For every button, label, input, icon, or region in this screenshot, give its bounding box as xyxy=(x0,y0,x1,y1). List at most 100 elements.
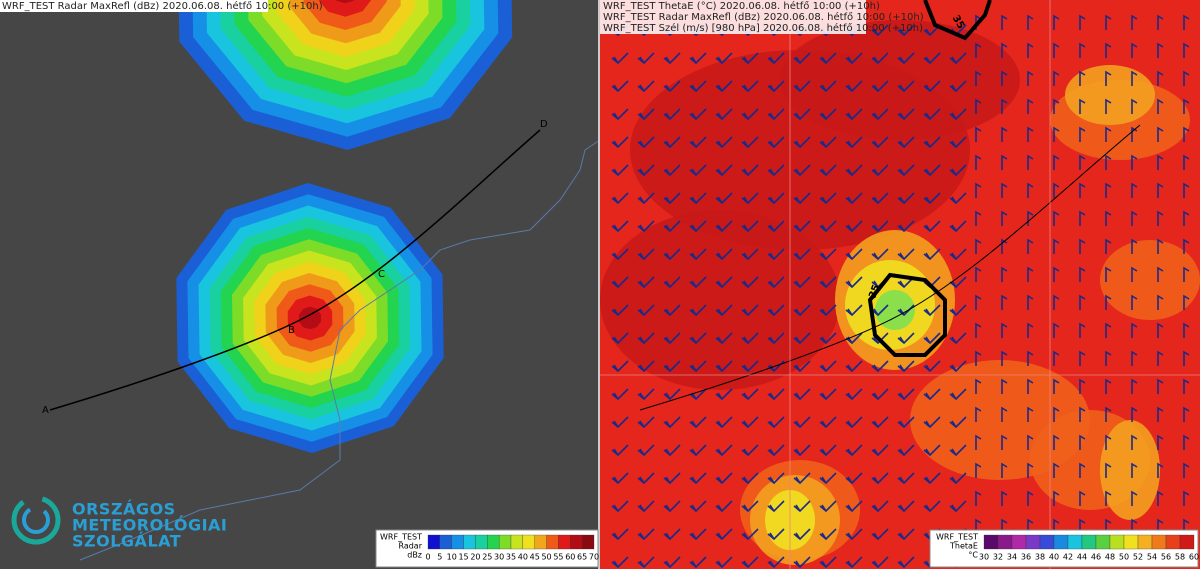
wind-barb xyxy=(715,556,733,569)
wind-barb xyxy=(975,434,982,450)
thetae-area xyxy=(600,210,840,390)
thetae-area xyxy=(875,290,915,330)
wind-barb xyxy=(1053,434,1060,450)
wind-barb xyxy=(1079,14,1086,30)
wind-barb xyxy=(1079,378,1086,394)
wind-barb xyxy=(741,248,759,261)
wind-barb xyxy=(871,360,889,373)
wind-barb xyxy=(845,276,863,289)
wind-barb xyxy=(1157,70,1164,86)
wind-barb xyxy=(1131,126,1138,142)
wind-barb xyxy=(741,388,759,401)
wind-barb xyxy=(1053,98,1060,114)
thetae-area xyxy=(1100,420,1160,520)
wind-barb xyxy=(819,52,837,65)
wind-barb xyxy=(793,276,811,289)
radar-echo xyxy=(335,0,355,4)
wind-barb xyxy=(1053,518,1060,534)
wind-barb xyxy=(1157,126,1164,142)
wind-barb xyxy=(663,192,681,205)
wind-barb xyxy=(715,528,733,541)
wind-barb xyxy=(1183,462,1190,478)
wind-barb xyxy=(975,462,982,478)
wind-barb xyxy=(949,500,967,513)
wind-barb xyxy=(1001,350,1008,366)
wind-barb xyxy=(897,500,915,513)
wind-barb xyxy=(767,500,785,513)
wind-barb xyxy=(611,248,629,261)
wind-barb xyxy=(715,192,733,205)
wind-barb xyxy=(1183,350,1190,366)
wind-barb xyxy=(1053,126,1060,142)
wind-barb xyxy=(1157,266,1164,282)
wind-barb xyxy=(1027,266,1034,282)
wind-barb xyxy=(741,556,759,569)
wind-barb xyxy=(1001,378,1008,394)
wind-barb xyxy=(1079,462,1086,478)
logo-text: SZOLGÁLAT xyxy=(72,532,181,551)
wind-barb xyxy=(611,500,629,513)
wind-barb xyxy=(793,192,811,205)
wind-barb xyxy=(741,360,759,373)
wind-barb xyxy=(663,80,681,93)
thetae-area xyxy=(1100,240,1200,320)
wind-barb xyxy=(1027,14,1034,30)
wind-barb xyxy=(767,444,785,457)
wind-barb xyxy=(923,500,941,513)
legend-swatch xyxy=(463,534,476,550)
wind-barb xyxy=(663,276,681,289)
wind-barb xyxy=(819,192,837,205)
wind-barb xyxy=(845,388,863,401)
legend-tick: 20 xyxy=(470,553,480,562)
legend-tick: 48 xyxy=(1105,553,1115,562)
wind-barb xyxy=(975,266,982,282)
wind-barb xyxy=(871,80,889,93)
wind-barb xyxy=(1105,378,1112,394)
wind-barb xyxy=(611,276,629,289)
wind-barb xyxy=(1157,322,1164,338)
wind-barb xyxy=(611,388,629,401)
wind-barb xyxy=(689,136,707,149)
wind-barb xyxy=(949,52,967,65)
wind-barb xyxy=(741,164,759,177)
legend-tick: 42 xyxy=(1063,553,1073,562)
legend-tick: 15 xyxy=(458,553,468,562)
legend-swatch xyxy=(1109,534,1125,550)
wind-barb xyxy=(923,248,941,261)
wind-barb xyxy=(1001,434,1008,450)
legend-swatch xyxy=(546,534,559,550)
wind-barb xyxy=(819,528,837,541)
legend-swatch xyxy=(1095,534,1111,550)
wind-barb xyxy=(1131,350,1138,366)
wind-barb xyxy=(923,360,941,373)
wind-barb xyxy=(845,164,863,177)
wind-barb xyxy=(1157,154,1164,170)
wind-barb xyxy=(949,80,967,93)
wind-barb xyxy=(1131,490,1138,506)
section-line xyxy=(49,129,541,411)
legend-swatch xyxy=(1123,534,1139,550)
wind-barb xyxy=(1183,182,1190,198)
wind-barb xyxy=(1079,350,1086,366)
wind-barb xyxy=(611,304,629,317)
border xyxy=(79,139,601,561)
legend-swatch xyxy=(475,534,488,550)
wind-barb xyxy=(1079,406,1086,422)
legend-tick: 30 xyxy=(494,553,504,562)
wind-barb xyxy=(741,136,759,149)
wind-barb xyxy=(949,248,967,261)
wind-barb xyxy=(663,472,681,485)
legend-text: dBz xyxy=(407,551,422,560)
wind-barb xyxy=(689,192,707,205)
wind-barb xyxy=(611,332,629,345)
wind-barb xyxy=(871,528,889,541)
wind-barb xyxy=(845,444,863,457)
wind-barb xyxy=(1053,210,1060,226)
wind-barb xyxy=(1079,154,1086,170)
wind-barb xyxy=(871,416,889,429)
wind-barb xyxy=(767,136,785,149)
wind-barb xyxy=(1157,518,1164,534)
wind-barb xyxy=(871,556,889,569)
wind-barb xyxy=(1157,406,1164,422)
wind-barb xyxy=(1131,406,1138,422)
